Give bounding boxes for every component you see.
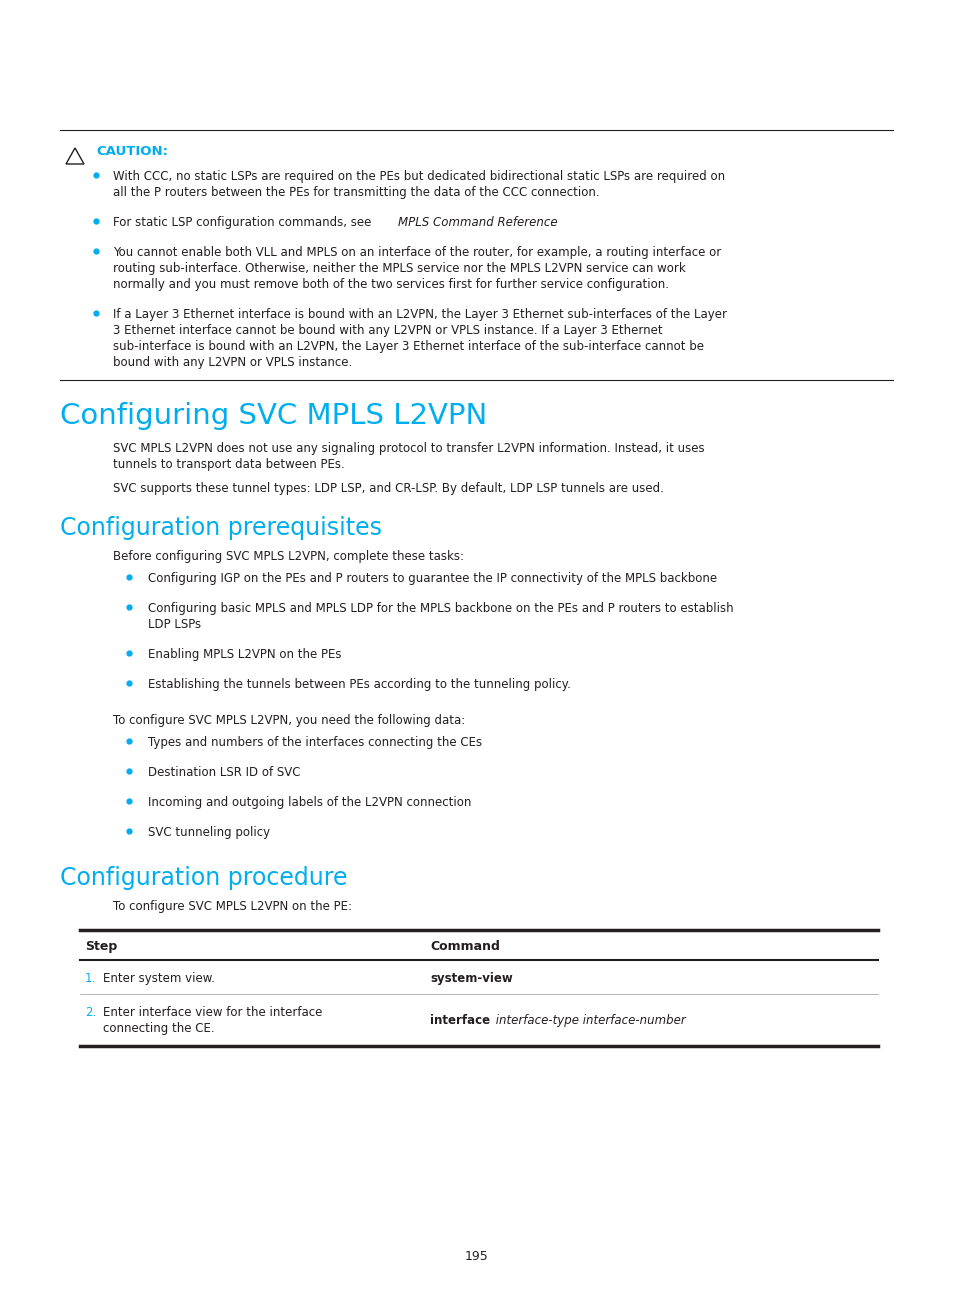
Text: 1.: 1. [85,972,96,985]
Text: interface-type interface-number: interface-type interface-number [492,1013,685,1026]
Text: Types and numbers of the interfaces connecting the CEs: Types and numbers of the interfaces conn… [148,736,481,749]
Text: all the P routers between the PEs for transmitting the data of the CCC connectio: all the P routers between the PEs for tr… [112,187,599,200]
Text: connecting the CE.: connecting the CE. [103,1023,214,1036]
Text: 3 Ethernet interface cannot be bound with any L2VPN or VPLS instance. If a Layer: 3 Ethernet interface cannot be bound wit… [112,324,662,337]
Text: Command: Command [430,940,499,953]
Text: SVC tunneling policy: SVC tunneling policy [148,826,270,839]
Text: CAUTION:: CAUTION: [96,145,168,158]
Text: Configuring IGP on the PEs and P routers to guarantee the IP connectivity of the: Configuring IGP on the PEs and P routers… [148,572,717,584]
Text: Configuration procedure: Configuration procedure [60,866,347,890]
Text: Incoming and outgoing labels of the L2VPN connection: Incoming and outgoing labels of the L2VP… [148,796,471,809]
Text: .: . [550,216,553,229]
Text: tunnels to transport data between PEs.: tunnels to transport data between PEs. [112,457,344,470]
Text: Enabling MPLS L2VPN on the PEs: Enabling MPLS L2VPN on the PEs [148,648,341,661]
Text: MPLS Command Reference: MPLS Command Reference [397,216,558,229]
Text: Enter interface view for the interface: Enter interface view for the interface [103,1006,322,1019]
Text: Enter system view.: Enter system view. [103,972,214,985]
Text: With CCC, no static LSPs are required on the PEs but dedicated bidirectional sta: With CCC, no static LSPs are required on… [112,170,724,183]
Text: Configuring basic MPLS and MPLS LDP for the MPLS backbone on the PEs and P route: Configuring basic MPLS and MPLS LDP for … [148,603,733,616]
Text: Before configuring SVC MPLS L2VPN, complete these tasks:: Before configuring SVC MPLS L2VPN, compl… [112,550,463,562]
Text: For static LSP configuration commands, see: For static LSP configuration commands, s… [112,216,375,229]
Text: SVC supports these tunnel types: LDP LSP, and CR-LSP. By default, LDP LSP tunnel: SVC supports these tunnel types: LDP LSP… [112,482,663,495]
Text: Configuring SVC MPLS L2VPN: Configuring SVC MPLS L2VPN [60,402,487,430]
Text: 2.: 2. [85,1006,96,1019]
Text: To configure SVC MPLS L2VPN, you need the following data:: To configure SVC MPLS L2VPN, you need th… [112,714,465,727]
Text: You cannot enable both VLL and MPLS on an interface of the router, for example, : You cannot enable both VLL and MPLS on a… [112,246,720,259]
Text: routing sub-interface. Otherwise, neither the MPLS service nor the MPLS L2VPN se: routing sub-interface. Otherwise, neithe… [112,262,685,275]
Text: If a Layer 3 Ethernet interface is bound with an L2VPN, the Layer 3 Ethernet sub: If a Layer 3 Ethernet interface is bound… [112,308,726,321]
Text: To configure SVC MPLS L2VPN on the PE:: To configure SVC MPLS L2VPN on the PE: [112,899,352,912]
Text: Destination LSR ID of SVC: Destination LSR ID of SVC [148,766,300,779]
Text: Configuration prerequisites: Configuration prerequisites [60,516,381,540]
Text: interface: interface [430,1013,490,1026]
Text: system-view: system-view [430,972,512,985]
Text: sub-interface is bound with an L2VPN, the Layer 3 Ethernet interface of the sub-: sub-interface is bound with an L2VPN, th… [112,340,703,353]
Text: Step: Step [85,940,117,953]
Text: SVC MPLS L2VPN does not use any signaling protocol to transfer L2VPN information: SVC MPLS L2VPN does not use any signalin… [112,442,704,455]
Text: LDP LSPs: LDP LSPs [148,618,201,631]
Text: bound with any L2VPN or VPLS instance.: bound with any L2VPN or VPLS instance. [112,356,352,369]
Text: Establishing the tunnels between PEs according to the tunneling policy.: Establishing the tunnels between PEs acc… [148,678,570,691]
Text: normally and you must remove both of the two services first for further service : normally and you must remove both of the… [112,279,668,292]
Text: 195: 195 [465,1251,488,1264]
